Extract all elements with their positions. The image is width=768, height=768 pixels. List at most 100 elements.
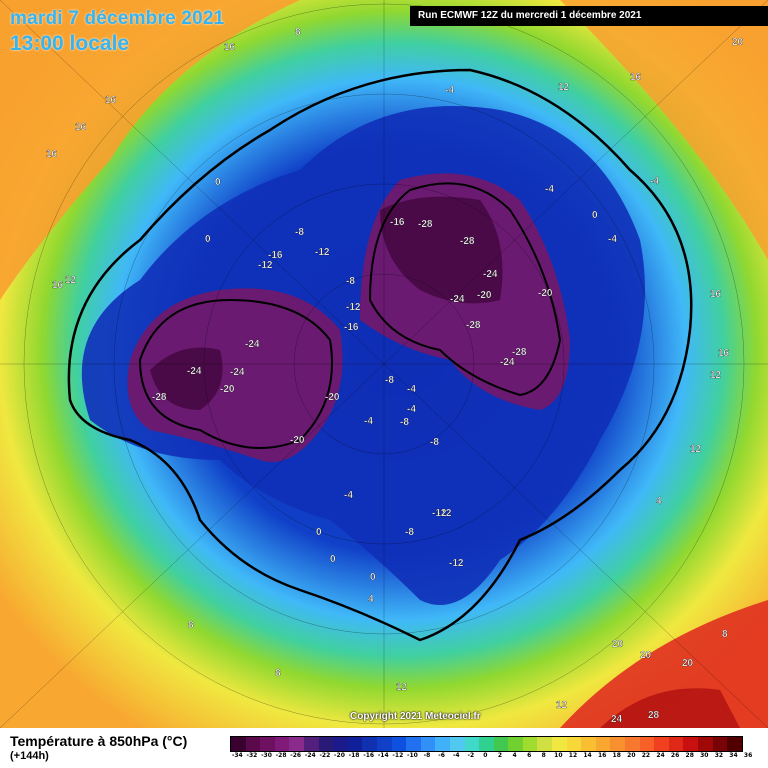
minus-twenty-contour-siberia xyxy=(138,298,333,449)
color-scale-tick: 34 xyxy=(729,752,738,759)
isotherm-label: 4 xyxy=(656,496,662,507)
isotherm-label: -28 xyxy=(418,219,433,230)
color-scale-tick: 36 xyxy=(743,752,753,759)
color-swatch xyxy=(362,737,377,751)
isotherm-label: 12 xyxy=(558,82,570,93)
color-scale-tick: 0 xyxy=(483,752,488,759)
color-swatch xyxy=(479,737,494,751)
color-swatch xyxy=(347,737,363,751)
isotherm-label: -4 xyxy=(608,234,617,245)
isotherm-label: -4 xyxy=(545,184,554,195)
color-swatch xyxy=(493,737,509,751)
isotherm-label: 16 xyxy=(224,42,236,53)
isotherm-label: -12 xyxy=(315,247,330,258)
isotherm-label: -4 xyxy=(344,490,353,501)
copyright: Copyright 2021 Meteociel.fr xyxy=(350,711,481,722)
isotherm-label: 8 xyxy=(722,629,728,640)
color-swatch xyxy=(668,737,684,751)
isotherm-label: 0 xyxy=(215,177,221,188)
color-scale-tick: 6 xyxy=(527,752,532,759)
isotherm-label: 20 xyxy=(682,658,694,669)
color-scale-tick: 26 xyxy=(670,752,680,759)
minus-twenty-contour-canada xyxy=(368,182,562,397)
color-scale-tick: 32 xyxy=(714,752,724,759)
isotherm-label: 12 xyxy=(690,444,702,455)
isotherm-label: -4 xyxy=(407,404,416,415)
color-scale-tick: -12 xyxy=(392,752,404,759)
very-hot-region-southeast xyxy=(600,688,740,728)
forecast-date: mardi 7 décembre 2021 xyxy=(10,8,225,29)
color-scale-tick: 12 xyxy=(568,752,578,759)
color-swatch xyxy=(508,737,523,751)
color-scale-tick: 30 xyxy=(700,752,709,759)
color-swatch xyxy=(303,737,319,751)
warm-region-northwest xyxy=(0,0,300,300)
isotherm-label: -8 xyxy=(295,227,304,238)
isotherm-label: -16 xyxy=(344,322,359,333)
isotherm-label: -12 xyxy=(449,558,464,569)
color-swatch xyxy=(333,737,348,751)
color-scale-tick: 20 xyxy=(627,752,636,759)
isotherm-label: -12 xyxy=(432,508,447,519)
color-scale xyxy=(230,736,743,752)
temperature-map[interactable]: 16 16 16 16 12 16 12 8 -4 -4 -8 0 0 -16 -12 -16 -28 -28 -2… xyxy=(0,0,768,728)
color-swatch xyxy=(683,737,698,751)
isotherm-label: -12 xyxy=(346,302,361,313)
isotherm-label: 12 xyxy=(396,682,408,693)
color-swatch xyxy=(654,737,669,751)
color-scale-tick: -16 xyxy=(363,752,375,759)
isotherm-label: -28 xyxy=(152,392,167,403)
isotherm-label: -24 xyxy=(245,339,260,350)
isotherm-label: 0 xyxy=(330,554,336,565)
color-scale-tick: 14 xyxy=(583,752,592,759)
color-swatch xyxy=(274,737,290,751)
color-swatch xyxy=(245,737,261,751)
cold-pool-siberia-core xyxy=(150,347,223,410)
color-scale-tick: -30 xyxy=(261,752,272,759)
color-scale-tick: 8 xyxy=(541,752,546,759)
isotherm-label: 20 xyxy=(640,650,652,661)
color-scale-tick: -14 xyxy=(377,752,389,759)
color-scale-tick: 16 xyxy=(597,752,607,759)
color-scale-tick: -34 xyxy=(231,752,243,759)
isotherm-label: -20 xyxy=(477,290,492,301)
isotherm-label: -24 xyxy=(500,357,515,368)
isotherm-label: 16 xyxy=(46,149,58,160)
isotherm-label: 16 xyxy=(710,289,722,300)
isotherm-label: 24 xyxy=(611,714,623,725)
color-swatch xyxy=(595,737,611,751)
isotherm-label: -4 xyxy=(650,176,659,187)
color-scale-tick: -20 xyxy=(334,752,345,759)
isotherm-label: -28 xyxy=(460,236,475,247)
color-swatch xyxy=(260,737,275,751)
isotherm-label: -8 xyxy=(385,375,394,386)
isotherm-label: 16 xyxy=(52,280,64,291)
isotherm-label: -8 xyxy=(430,437,439,448)
color-scale-tick: 22 xyxy=(641,752,651,759)
isotherm-label: -24 xyxy=(230,367,245,378)
isotherm-label: -28 xyxy=(512,347,527,358)
color-swatch xyxy=(639,737,655,751)
color-swatch xyxy=(522,737,538,751)
cold-pool-siberia xyxy=(127,288,343,462)
color-scale-tick: 10 xyxy=(554,752,563,759)
isotherm-label: 8 xyxy=(295,27,301,38)
color-swatch xyxy=(698,737,713,751)
isotherm-label: 0 xyxy=(370,572,376,583)
isotherm-label: -4 xyxy=(445,85,454,96)
color-swatch xyxy=(464,737,480,751)
color-scale-tick: -32 xyxy=(246,752,258,759)
color-scale-ticks: -34 -32 -30 -28 -26 -24 -22 -20 -18 -16 -14 -12 -10-… xyxy=(230,752,755,759)
warm-region-northeast xyxy=(560,0,768,260)
isotherm-label: -24 xyxy=(450,294,465,305)
cold-pool-canada-core xyxy=(380,196,503,304)
isotherm-label: -20 xyxy=(538,288,553,299)
color-swatch xyxy=(537,737,553,751)
isotherm-label: 0 xyxy=(316,527,322,538)
color-scale-tick: -4 xyxy=(452,752,460,759)
isotherm-label: -4 xyxy=(407,384,416,395)
color-scale-tick: 2 xyxy=(497,752,503,759)
isotherm-label: -8 xyxy=(405,527,414,538)
isotherm-label: -28 xyxy=(466,320,481,331)
